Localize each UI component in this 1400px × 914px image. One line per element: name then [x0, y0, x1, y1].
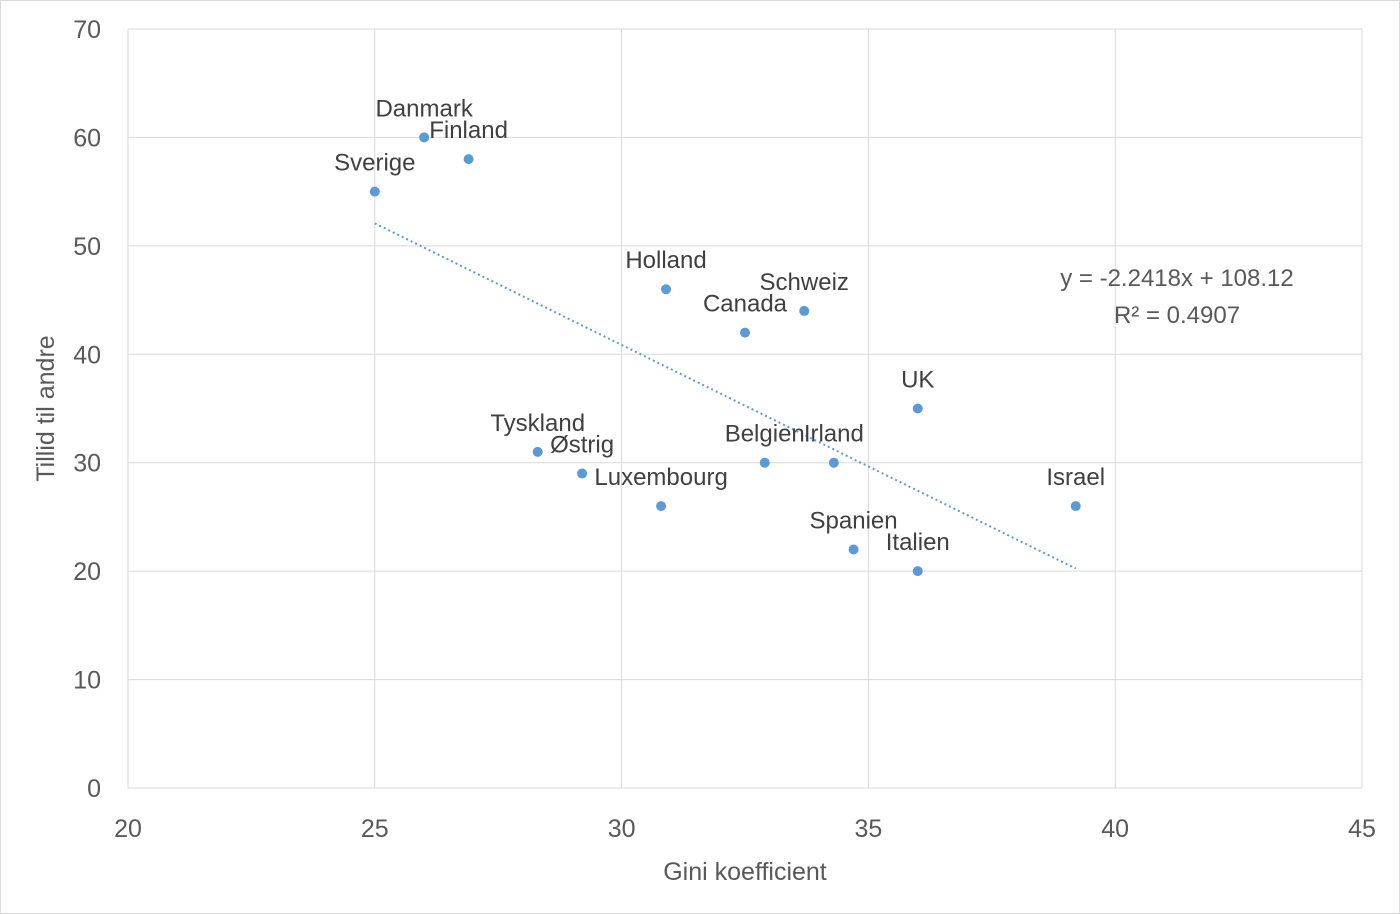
data-point	[463, 154, 474, 165]
data-point	[848, 544, 859, 555]
trendline-r-squared: R² = 0.4907	[1114, 302, 1240, 329]
data-point	[532, 446, 543, 457]
data-label: Holland	[625, 247, 706, 274]
data-label: Luxembourg	[594, 464, 727, 491]
x-tick-label: 45	[1348, 815, 1376, 843]
data-points	[369, 132, 1081, 577]
data-label: Spanien	[810, 507, 898, 534]
data-label: Israel	[1046, 464, 1105, 491]
y-tick-label: 60	[73, 124, 101, 152]
y-axis-tick-labels: 0 10 20 30 40 50 60 70	[73, 16, 101, 803]
trendline	[374, 222, 1077, 570]
gridlines	[127, 28, 1363, 789]
y-tick-label: 0	[87, 775, 101, 803]
data-label: UK	[901, 367, 934, 394]
data-point	[740, 327, 750, 338]
data-point	[656, 501, 667, 512]
data-point	[912, 403, 923, 414]
data-label: Canada	[703, 291, 788, 318]
data-label: Danmark	[375, 95, 473, 122]
y-tick-label: 50	[73, 233, 101, 261]
trendline-equation: y = -2.2418x + 108.12	[1060, 265, 1294, 292]
data-label: Schweiz	[760, 269, 849, 296]
data-point	[799, 305, 810, 316]
data-point	[912, 566, 923, 577]
y-tick-label: 30	[73, 450, 101, 478]
x-tick-label: 25	[361, 815, 389, 843]
y-tick-label: 40	[73, 341, 101, 369]
x-tick-label: 40	[1101, 815, 1129, 843]
y-axis-title: Tillid til andre	[32, 335, 60, 481]
data-label: Østrig	[550, 432, 614, 459]
x-axis-title: Gini koefficient	[663, 858, 827, 886]
x-tick-label: 20	[114, 815, 142, 843]
data-label: Italien	[886, 529, 950, 556]
data-point	[369, 186, 380, 197]
data-point	[828, 457, 839, 468]
data-label: Finland	[429, 117, 508, 144]
x-tick-label: 30	[608, 815, 636, 843]
data-point	[577, 468, 588, 479]
data-label: Irland	[804, 421, 864, 448]
data-label: Belgien	[725, 421, 805, 448]
data-point	[759, 457, 770, 468]
data-label: Sverige	[334, 150, 415, 177]
x-axis-tick-labels: 20 25 30 35 40 45	[114, 815, 1376, 843]
data-label: Tyskland	[490, 410, 585, 437]
x-tick-label: 35	[854, 815, 882, 843]
data-point	[1070, 501, 1081, 512]
data-point	[419, 132, 430, 143]
y-tick-label: 10	[73, 667, 101, 695]
data-point	[661, 284, 672, 295]
y-tick-label: 70	[73, 16, 101, 44]
y-tick-label: 20	[73, 558, 101, 586]
